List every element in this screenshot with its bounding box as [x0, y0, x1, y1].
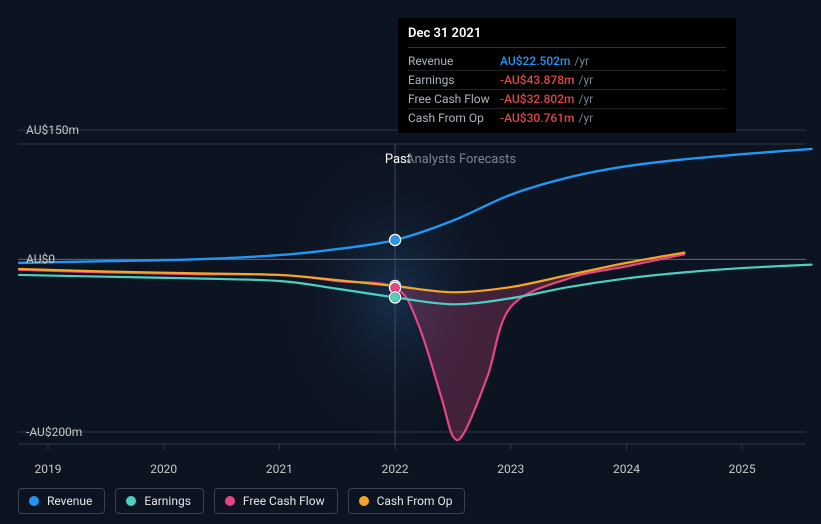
y-tick-label: AU$0	[26, 252, 55, 266]
tooltip-row: Earnings-AU$43.878m/yr	[408, 71, 726, 90]
legend-label: Free Cash Flow	[243, 494, 325, 508]
legend-label: Earnings	[144, 494, 191, 508]
tooltip-metric-unit: /yr	[579, 73, 594, 87]
tooltip-metric-unit: /yr	[579, 92, 594, 106]
legend-label: Revenue	[47, 494, 92, 508]
tooltip-metric-label: Revenue	[408, 54, 500, 68]
tooltip-metric-unit: /yr	[579, 111, 594, 125]
tooltip-row: Cash From Op-AU$30.761m/yr	[408, 109, 726, 127]
x-tick-label: 2024	[613, 462, 640, 476]
x-tick-label: 2025	[729, 462, 756, 476]
y-tick-label: -AU$200m	[26, 425, 82, 439]
hover-tooltip: Dec 31 2021 RevenueAU$22.502m/yrEarnings…	[398, 18, 736, 133]
legend-dot-icon	[29, 496, 39, 506]
tooltip-row: RevenueAU$22.502m/yr	[408, 52, 726, 71]
tooltip-metric-label: Cash From Op	[408, 111, 500, 125]
tooltip-metric-label: Earnings	[408, 73, 500, 87]
legend-item-free-cash-flow[interactable]: Free Cash Flow	[214, 488, 338, 514]
tooltip-metric-value: AU$22.502m	[500, 54, 570, 68]
x-tick-label: 2021	[266, 462, 293, 476]
tooltip-metric-label: Free Cash Flow	[408, 92, 500, 106]
x-tick-label: 2020	[150, 462, 177, 476]
tooltip-metric-value: -AU$32.802m	[500, 92, 575, 106]
x-tick-label: 2019	[35, 462, 62, 476]
legend: Revenue Earnings Free Cash Flow Cash From O…	[18, 488, 465, 514]
y-tick-label: AU$150m	[26, 123, 79, 137]
legend-item-earnings[interactable]: Earnings	[115, 488, 204, 514]
legend-item-cash-from-op[interactable]: Cash From Op	[348, 488, 466, 514]
financial-chart: AU$150m AU$0 -AU$200m Past Analysts Fore…	[0, 0, 821, 524]
tooltip-row: Free Cash Flow-AU$32.802m/yr	[408, 90, 726, 109]
tooltip-metric-unit: /yr	[574, 54, 589, 68]
tooltip-metric-value: -AU$43.878m	[500, 73, 575, 87]
forecast-region-label: Analysts Forecasts	[406, 152, 516, 167]
legend-dot-icon	[126, 496, 136, 506]
tooltip-date: Dec 31 2021	[408, 26, 726, 48]
legend-dot-icon	[359, 496, 369, 506]
x-tick-label: 2022	[382, 462, 409, 476]
legend-label: Cash From Op	[377, 494, 453, 508]
legend-dot-icon	[225, 496, 235, 506]
x-tick-label: 2023	[497, 462, 524, 476]
tooltip-metric-value: -AU$30.761m	[500, 111, 575, 125]
legend-item-revenue[interactable]: Revenue	[18, 488, 105, 514]
